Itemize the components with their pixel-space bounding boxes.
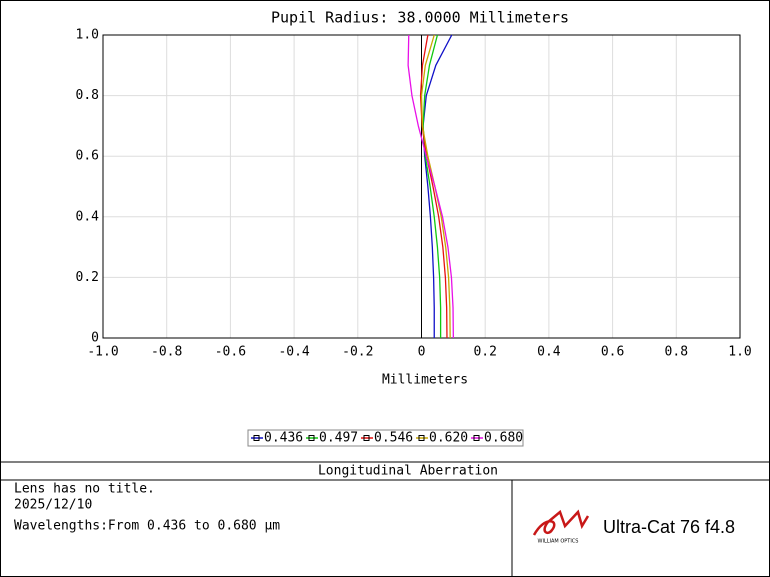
- legend-marker: [253, 435, 260, 441]
- x-tick-label: 0.6: [601, 345, 624, 360]
- legend-label: 0.620: [429, 431, 468, 446]
- aberration-curve: [422, 34, 442, 338]
- panel-line: Lens has no title.: [14, 482, 155, 497]
- aberration-curve: [422, 34, 453, 338]
- y-tick-label: 0.4: [76, 209, 100, 224]
- y-tick-label: 0: [91, 331, 99, 346]
- x-tick-label: -0.4: [278, 345, 309, 360]
- legend-marker: [473, 435, 480, 441]
- panel-line: 2025/12/10: [14, 498, 92, 513]
- legend-marker: [363, 435, 370, 441]
- x-tick-label: 0.8: [665, 345, 688, 360]
- x-tick-label: 0: [418, 345, 426, 360]
- x-tick-label: 1.0: [728, 345, 751, 360]
- y-tick-label: 0.8: [76, 88, 99, 103]
- logo-mark: [532, 509, 590, 536]
- legend-label: 0.497: [319, 431, 358, 446]
- y-tick-label: 1.0: [76, 28, 99, 43]
- legend-label: 0.680: [484, 431, 523, 446]
- x-tick-label: -0.6: [215, 345, 246, 360]
- legend-marker: [308, 435, 315, 441]
- x-axis-label: Millimeters: [382, 373, 468, 388]
- legend-label: 0.436: [264, 431, 303, 446]
- legend-label: 0.546: [374, 431, 413, 446]
- y-tick-label: 0.2: [76, 270, 99, 285]
- x-tick-label: 0.2: [473, 345, 496, 360]
- legend: 0.436 0.497 0.546 0.620 0.680: [247, 429, 524, 447]
- y-tick-label: 0.6: [76, 149, 99, 164]
- legend-box: [247, 429, 524, 447]
- panel-line: Wavelengths:From 0.436 to 0.680 µm: [14, 519, 280, 534]
- panel-title: Longitudinal Aberration: [318, 464, 498, 479]
- logo-small: WILLIAM OPTICS: [538, 539, 579, 545]
- x-tick-label: 0.4: [537, 345, 561, 360]
- legend-marker: [418, 435, 425, 441]
- x-tick-label: -1.0: [87, 345, 118, 360]
- aberration-curve: [407, 34, 454, 339]
- chart-title: Pupil Radius: 38.0000 Millimeters: [271, 9, 569, 27]
- x-tick-label: -0.8: [151, 345, 182, 360]
- logo-text: Ultra-Cat 76 f4.8: [603, 517, 735, 537]
- aberration-curve: [419, 34, 448, 339]
- x-tick-label: -0.2: [342, 345, 373, 360]
